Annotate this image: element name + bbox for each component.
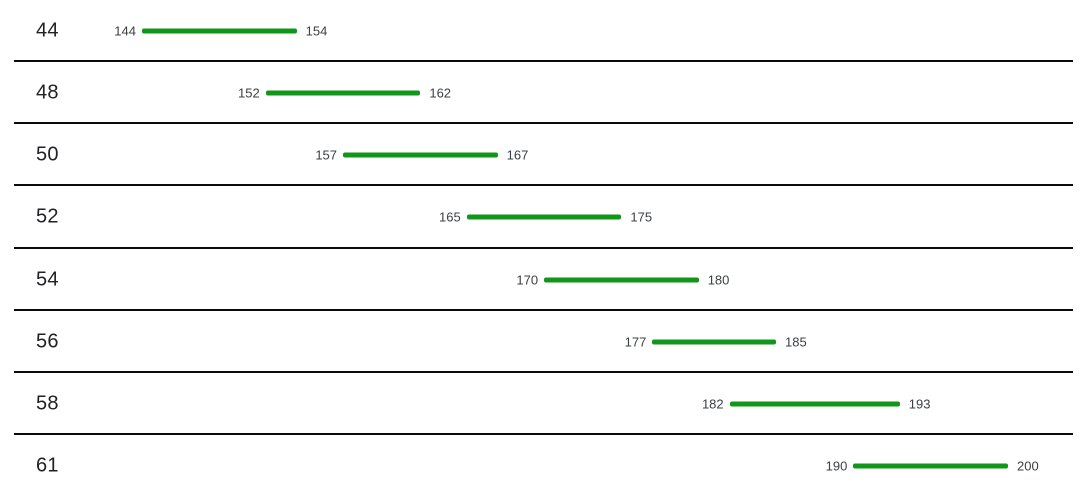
range-bar[interactable] <box>853 463 1008 469</box>
chart-row: 44 144 154 <box>0 0 1083 63</box>
range-max-label: 162 <box>429 85 452 101</box>
row-divider <box>14 246 1073 249</box>
row-divider <box>14 432 1073 435</box>
row-divider <box>14 184 1073 187</box>
range-bar[interactable] <box>265 90 421 96</box>
range-min-label: 190 <box>825 458 848 474</box>
size-label: 48 <box>36 81 59 104</box>
range-min-label: 144 <box>114 23 136 39</box>
range-bar[interactable] <box>652 339 777 345</box>
range-bar[interactable] <box>466 214 622 220</box>
size-label: 50 <box>36 143 59 166</box>
size-label: 52 <box>36 205 59 228</box>
range-bar[interactable] <box>142 28 297 34</box>
chart-row: 52 165 175 <box>0 186 1083 249</box>
range-max-label: 185 <box>785 334 807 350</box>
size-label: 58 <box>36 392 59 415</box>
chart-row: 48 152 162 <box>0 62 1083 125</box>
chart-row: 58 182 193 <box>0 373 1083 435</box>
size-label: 44 <box>36 19 59 42</box>
size-label: 54 <box>36 268 59 291</box>
range-max-label: 193 <box>908 396 931 412</box>
range-min-label: 157 <box>315 147 338 163</box>
range-min-label: 165 <box>439 209 461 225</box>
row-divider <box>14 308 1073 311</box>
range-max-label: 167 <box>506 147 529 163</box>
range-min-label: 177 <box>624 334 647 350</box>
size-label: 61 <box>36 454 59 477</box>
row-divider <box>14 122 1073 125</box>
range-min-label: 170 <box>516 272 539 288</box>
chart-row: 61 190 200 <box>0 435 1083 497</box>
row-divider <box>14 370 1073 373</box>
chart-row: 54 170 180 <box>0 249 1083 311</box>
range-bar[interactable] <box>343 152 498 158</box>
range-max-label: 200 <box>1017 458 1039 474</box>
range-max-label: 154 <box>305 23 328 39</box>
size-label: 56 <box>36 330 59 353</box>
range-min-label: 182 <box>701 396 724 412</box>
range-min-label: 152 <box>238 85 260 101</box>
chart-row: 50 157 167 <box>0 124 1083 187</box>
range-bar[interactable] <box>544 277 699 283</box>
range-max-label: 175 <box>630 209 653 225</box>
range-bar[interactable] <box>729 401 900 407</box>
row-divider <box>14 60 1073 63</box>
chart-row: 56 177 185 <box>0 311 1083 373</box>
range-max-label: 180 <box>707 272 730 288</box>
